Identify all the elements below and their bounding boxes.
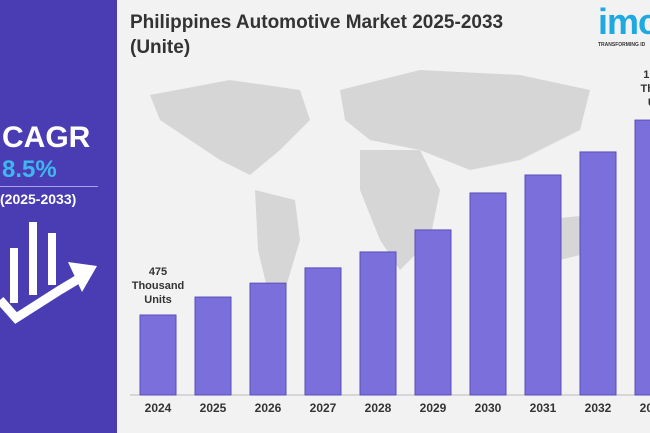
x-tick-label: 2032	[585, 401, 612, 415]
x-tick-label: 2026	[255, 401, 282, 415]
x-tick-label: 2027	[310, 401, 337, 415]
cagr-period: (2025-2033)	[0, 191, 77, 207]
bar-2026	[249, 282, 287, 396]
data-label-value: 475	[148, 266, 168, 278]
bar-2033	[634, 119, 650, 396]
x-tick-label: 2029	[420, 401, 447, 415]
divider	[0, 186, 98, 187]
bar-2028	[359, 251, 397, 396]
cagr-label: CAGR	[2, 121, 91, 154]
data-label-unit: Thousand	[131, 280, 185, 292]
x-tick-label: 2033	[640, 401, 650, 415]
cagr-panel: CAGR 8.5% (2025-2033)	[0, 0, 117, 433]
logo-tagline: TRANSFORMING ID	[598, 42, 646, 48]
data-label-first: 475 Thousand Units	[128, 265, 188, 307]
x-tick-label: 2030	[475, 401, 502, 415]
bar-2024	[139, 314, 177, 396]
imarc-logo: imc	[598, 1, 650, 42]
x-tick-label: 2031	[530, 401, 557, 415]
bar-2030	[469, 192, 507, 396]
x-tick-label: 2028	[365, 401, 392, 415]
bar-2027	[304, 267, 342, 396]
chart-title: Philippines Automotive Market 2025-2033 …	[130, 10, 503, 60]
title-line-2: (Unite)	[130, 37, 191, 58]
cagr-value: 8.5%	[2, 156, 57, 183]
bar-2029	[414, 229, 452, 396]
data-label-unit: Units	[144, 294, 172, 306]
data-label-last: 1,05 Thou Ur	[624, 68, 650, 110]
title-line-1: Philippines Automotive Market 2025-2033	[130, 12, 504, 33]
bar-2032	[579, 151, 617, 396]
x-tick-label: 2025	[200, 401, 227, 415]
bar-2031	[524, 174, 562, 396]
growth-chart-icon	[0, 222, 97, 324]
data-label-unit: Thou	[640, 83, 650, 95]
data-label-unit: Ur	[624, 96, 650, 110]
bar-2025	[194, 296, 232, 396]
data-label-value: 1,05	[643, 69, 650, 81]
x-tick-label: 2024	[145, 401, 172, 415]
